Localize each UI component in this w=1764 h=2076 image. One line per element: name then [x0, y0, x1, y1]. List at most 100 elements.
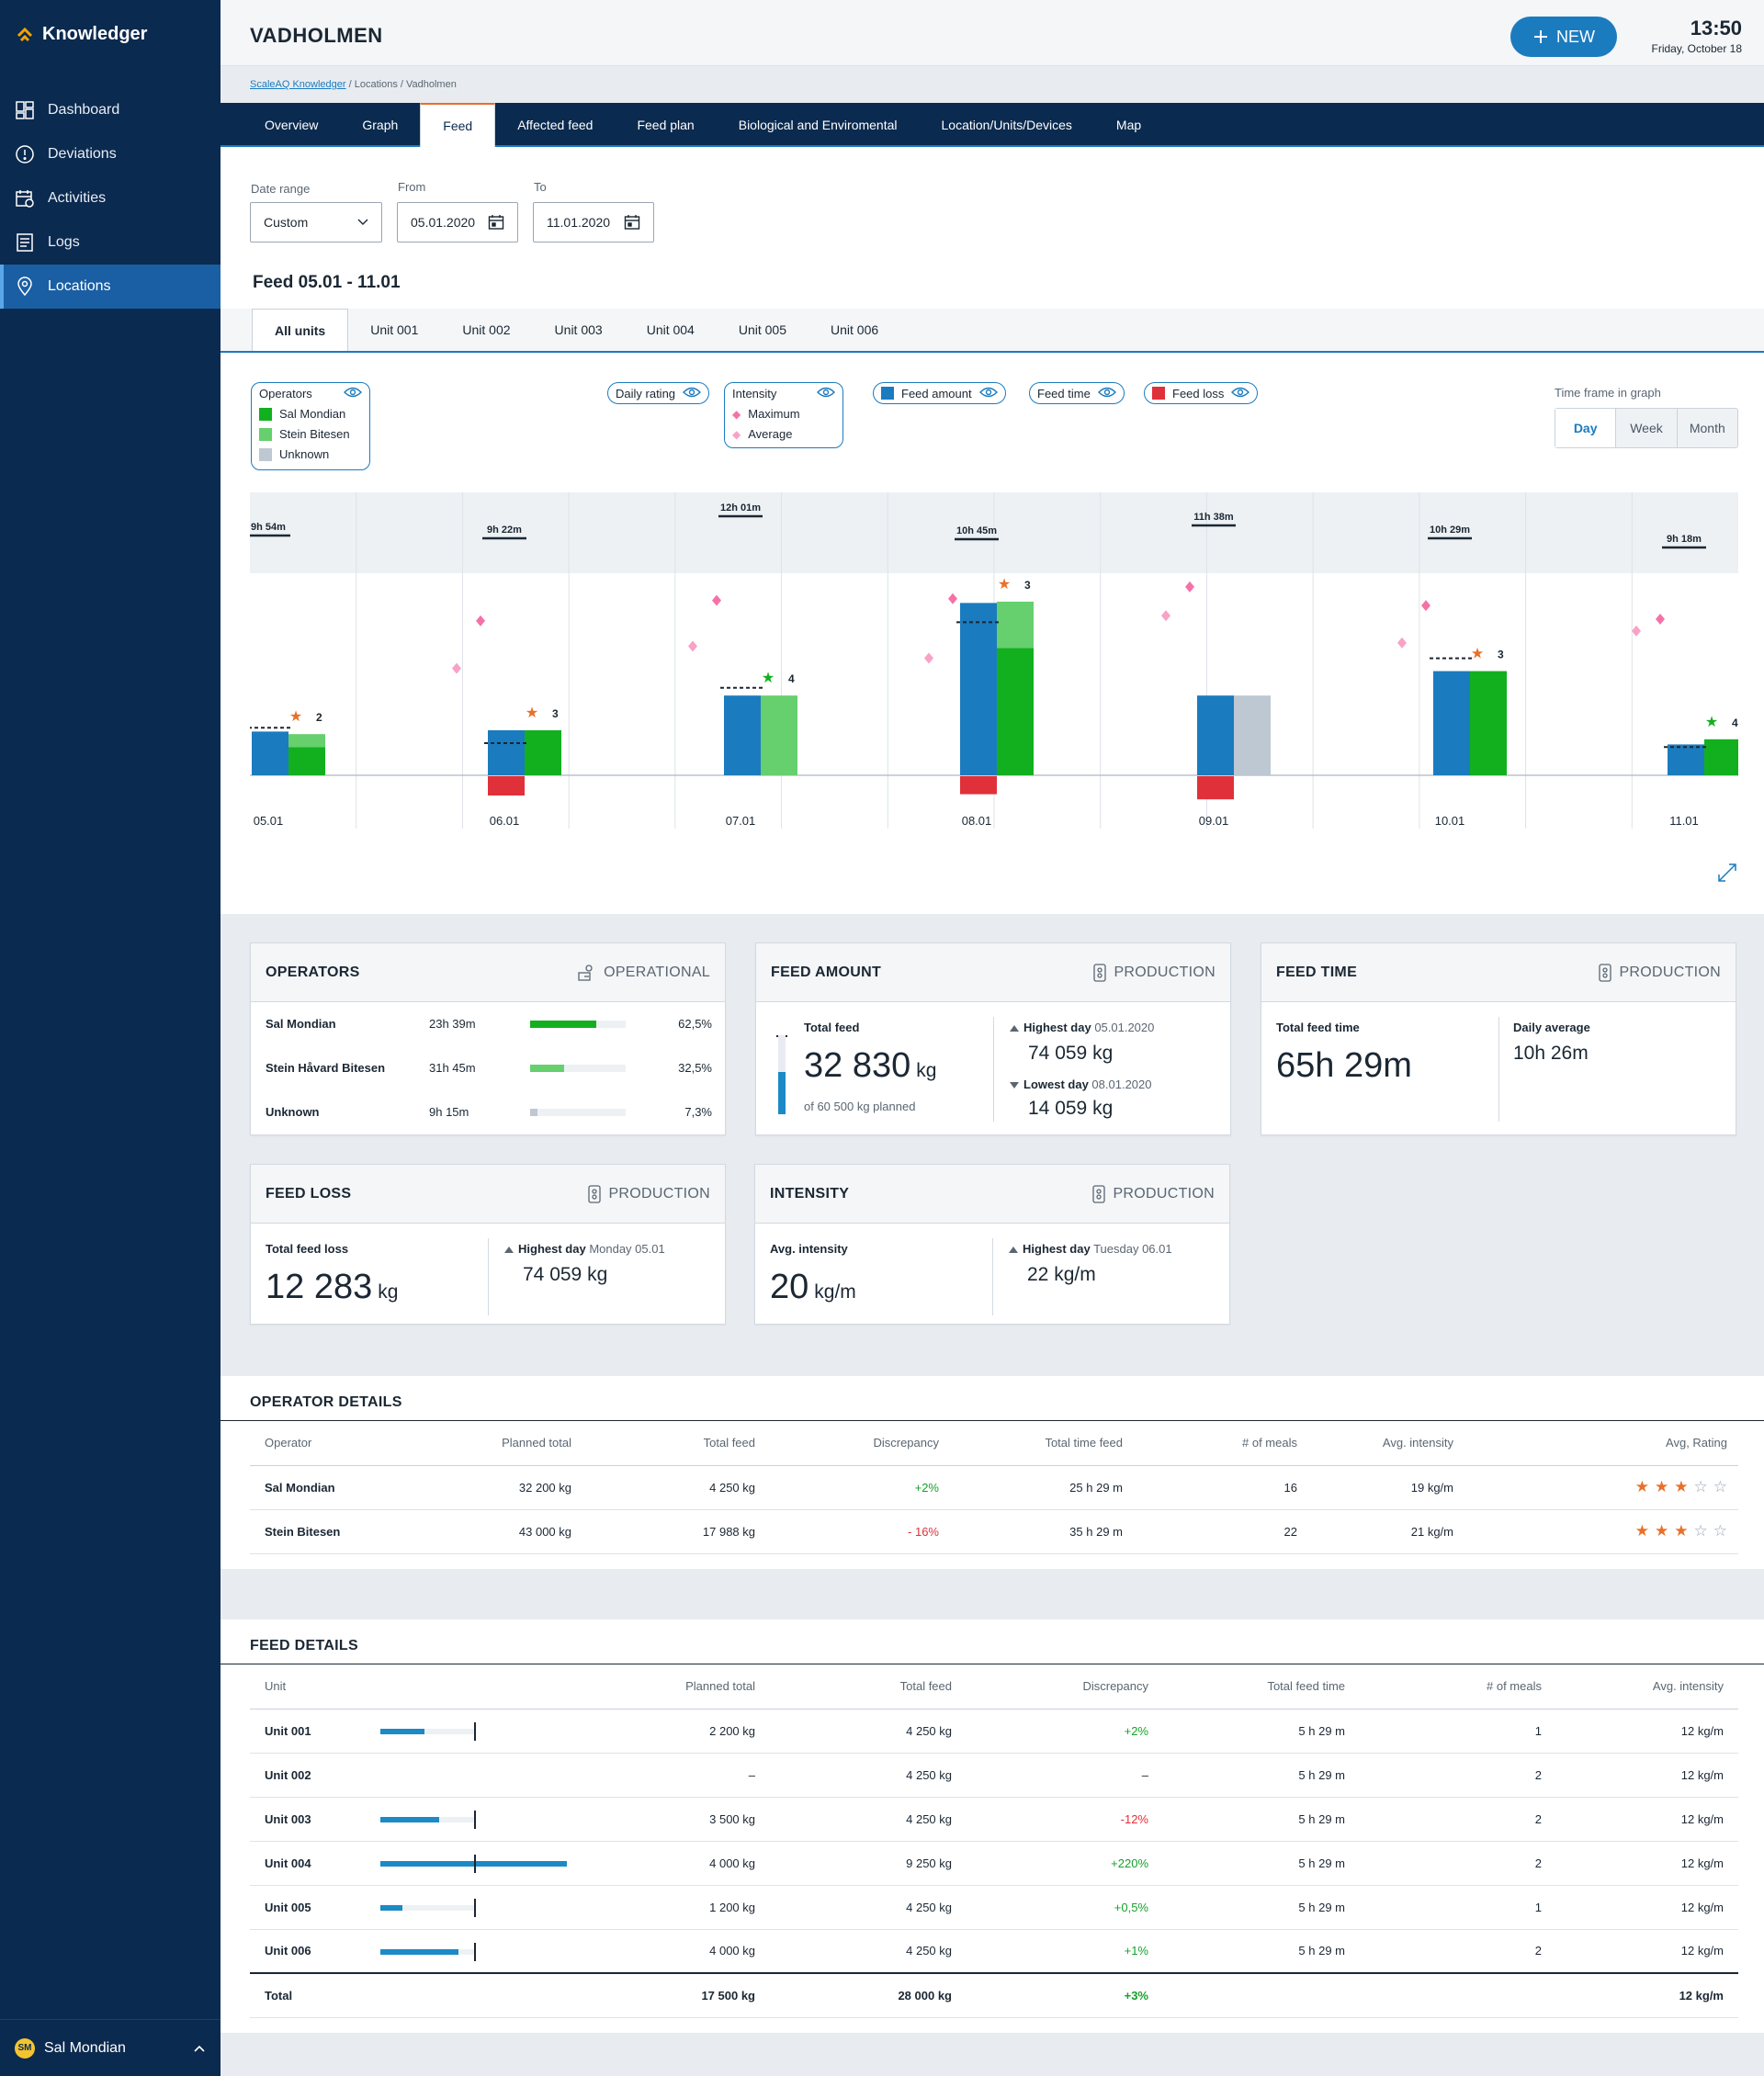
diamond-maximum[interactable] [1421, 600, 1430, 612]
chevron-up-icon[interactable] [193, 2044, 206, 2053]
diamond-maximum[interactable] [1185, 581, 1194, 592]
unit-tab-001[interactable]: Unit 001 [370, 322, 419, 337]
from-label: From [398, 180, 426, 194]
unit-tab-005[interactable]: Unit 005 [738, 322, 787, 337]
bar-feed-amount[interactable] [724, 695, 761, 775]
sidebar-item-logs[interactable]: Logs [0, 220, 220, 265]
eye-icon[interactable] [344, 387, 362, 401]
user-menu[interactable]: SM Sal Mondian [0, 2019, 220, 2076]
unit-tab-002[interactable]: Unit 002 [462, 322, 511, 337]
tab-map[interactable]: Map [1115, 118, 1142, 132]
table-row[interactable]: Sal Mondian 32 200 kg 4 250 kg +2% 25 h 29 m… [250, 1465, 1738, 1510]
bar-feed-loss[interactable] [960, 776, 997, 795]
from-date-field[interactable]: 05.01.2020 [397, 202, 518, 243]
diamond-maximum[interactable] [476, 615, 485, 626]
unit-tab-003[interactable]: Unit 003 [554, 322, 603, 337]
bar-operator-sal[interactable] [288, 747, 325, 775]
bar-operator-stein[interactable] [288, 734, 325, 748]
eye-icon[interactable] [978, 387, 998, 401]
bar-operator-sal[interactable] [1704, 739, 1738, 775]
date-range-select[interactable]: Custom [250, 202, 382, 243]
legend-operators[interactable]: Operators Sal Mondian Stein Bitesen Unkn… [251, 382, 370, 470]
new-button[interactable]: NEW [1510, 17, 1617, 57]
calendar-icon[interactable] [488, 214, 504, 231]
date-range-value: Custom [264, 215, 309, 230]
sidebar-item-activities[interactable]: Activities [0, 176, 220, 220]
diamond-average[interactable] [688, 640, 697, 652]
lowest-day-date: 08.01.2020 [1091, 1077, 1152, 1091]
table-row[interactable]: Unit 005 1 200 kg 4 250 kg +0,5% 5 h 29 m 1 12… [250, 1885, 1738, 1930]
diamond-average[interactable] [924, 652, 933, 664]
unit-name: Unit 001 [265, 1723, 311, 1738]
bar-operator-sal[interactable] [1470, 671, 1507, 775]
table-row[interactable]: Stein Bitesen 43 000 kg 17 988 kg - 16% 35 h… [250, 1509, 1738, 1554]
expand-icon[interactable] [1716, 862, 1738, 884]
to-date-field[interactable]: 11.01.2020 [533, 202, 654, 243]
table-cell: 12 kg/m [1542, 1885, 1738, 1930]
unit-progress-bar [380, 1721, 476, 1741]
table-cell: 17 988 kg [571, 1509, 755, 1554]
total-intensity: 12 kg/m [1542, 1973, 1738, 2018]
bar-feed-amount[interactable] [1668, 744, 1704, 775]
tab-location-units-devices[interactable]: Location/Units/Devices [941, 118, 1072, 132]
bar-operator-sal[interactable] [997, 648, 1034, 775]
table-cell: 4 250 kg [755, 1929, 952, 1974]
tab-overview[interactable]: Overview [265, 118, 319, 132]
tab-biological[interactable]: Biological and Enviromental [738, 118, 898, 132]
bar-feed-amount[interactable] [1433, 671, 1470, 775]
app-brand[interactable]: Knowledger [17, 24, 147, 45]
bar-feed-amount[interactable] [1197, 695, 1234, 775]
bar-feed-loss[interactable] [1197, 776, 1234, 800]
diamond-average[interactable] [1161, 610, 1170, 622]
table-cell: +0,5% [952, 1885, 1148, 1930]
tab-affected-feed[interactable]: Affected feed [517, 118, 594, 132]
legend-feed-amount[interactable]: Feed amount [873, 382, 1006, 404]
table-row[interactable]: Unit 001 2 200 kg 4 250 kg +2% 5 h 29 m 1 12 k… [250, 1709, 1738, 1754]
table-row[interactable]: Unit 002–4 250 kg –5 h 29 m 2 12 kg/m [250, 1753, 1738, 1798]
eye-icon[interactable] [683, 387, 702, 401]
timeframe-month[interactable]: Month [1689, 421, 1725, 435]
sidebar-item-dashboard[interactable]: Dashboard [0, 88, 220, 132]
total-feed-loss-value: 12 283 [266, 1268, 373, 1306]
eye-icon[interactable] [1097, 387, 1116, 401]
legend-feed-time[interactable]: Feed time [1029, 382, 1125, 404]
unit-tab-004[interactable]: Unit 004 [646, 322, 695, 337]
rating-star-icon: ★ [1634, 1478, 1649, 1495]
timeframe-week[interactable]: Week [1616, 409, 1678, 447]
bar-feed-amount[interactable] [252, 731, 288, 775]
tab-graph[interactable]: Graph [362, 118, 399, 132]
bar-operator-unknown[interactable] [1234, 695, 1271, 775]
table-row[interactable]: Unit 004 4 000 kg 9 250 kg +220% 5 h 29 m 2 12… [250, 1841, 1738, 1886]
table-cell: 4 250 kg [571, 1465, 755, 1510]
sidebar-item-locations[interactable]: Locations [0, 265, 220, 309]
legend-daily-rating[interactable]: Daily rating [607, 382, 710, 404]
bar-feed-amount[interactable] [960, 603, 997, 775]
unit-tab-all[interactable]: All units [252, 309, 349, 351]
diamond-average[interactable] [1397, 637, 1407, 649]
diamond-average[interactable] [452, 662, 461, 674]
bar-operator-stein[interactable] [997, 602, 1034, 649]
table-row[interactable]: Unit 006 4 000 kg 4 250 kg +1% 5 h 29 m 2 12 k… [250, 1929, 1738, 1974]
diamond-maximum[interactable] [1656, 613, 1665, 625]
unit-tab-006[interactable]: Unit 006 [831, 322, 879, 337]
bar-feed-amount[interactable] [488, 730, 525, 775]
diamond-maximum[interactable] [948, 592, 957, 604]
legend-feed-loss[interactable]: Feed loss [1144, 382, 1259, 404]
table-row[interactable]: Unit 003 3 500 kg 4 250 kg -12% 5 h 29 m 2 12 … [250, 1797, 1738, 1842]
legend-intensity[interactable]: Intensity ◆ Maximum ◆ Average [724, 382, 843, 448]
sidebar-item-deviations[interactable]: Deviations [0, 132, 220, 176]
timeframe-day[interactable]: Day [1555, 409, 1617, 447]
bar-operator-stein[interactable] [761, 695, 797, 775]
eye-icon[interactable] [1231, 387, 1250, 401]
tab-feed-plan[interactable]: Feed plan [637, 118, 695, 132]
page-title: VADHOLMEN [250, 24, 383, 47]
diamond-average[interactable] [1632, 625, 1641, 637]
calendar-icon[interactable] [624, 214, 640, 231]
card-tag: PRODUCTION [588, 1184, 710, 1203]
breadcrumb-link-knowledger[interactable]: ScaleAQ Knowledger [250, 79, 346, 90]
bar-operator-sal[interactable] [525, 730, 561, 775]
tab-feed[interactable]: Feed [420, 103, 496, 147]
diamond-maximum[interactable] [712, 594, 721, 606]
bar-feed-loss[interactable] [488, 776, 525, 795]
eye-icon[interactable] [817, 387, 835, 401]
